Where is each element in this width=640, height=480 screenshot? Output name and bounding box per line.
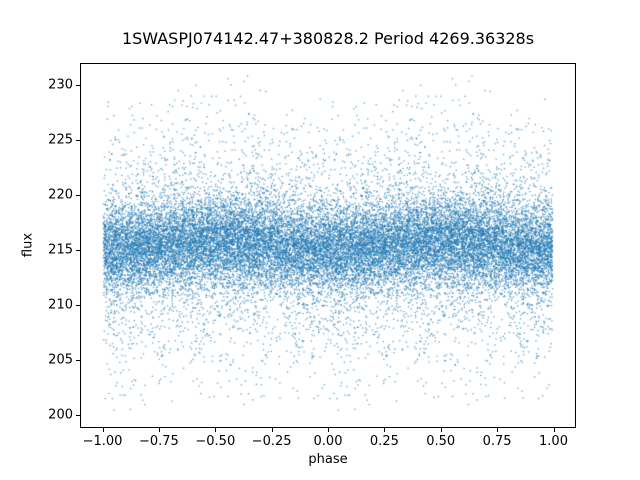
x-tick-label: −0.50 [195,434,236,449]
x-tick-mark [384,428,386,432]
x-tick-label: −0.25 [251,434,292,449]
y-tick-label: 210 [48,297,73,313]
scatter-points-canvas [81,64,575,427]
x-axis-label: phase [308,452,348,467]
y-axis-label: flux [20,232,36,258]
x-tick-mark [271,428,273,432]
y-tick-label: 220 [48,187,73,203]
y-tick-mark [76,85,80,86]
x-tick-label: 1.00 [539,434,568,449]
y-tick-label: 205 [48,352,73,368]
x-tick-label: −0.75 [138,434,179,449]
x-tick-label: 0.25 [369,434,399,449]
y-tick-label: 225 [48,132,73,148]
x-tick-mark [497,428,499,432]
y-tick-mark [76,414,80,416]
chart-title: 1SWASPJ074142.47+380828.2 Period 4269.36… [121,29,535,48]
y-tick-label: 230 [48,77,73,93]
y-tick-mark [76,304,80,306]
y-tick-mark [76,359,80,361]
x-tick-label: 0.75 [482,434,512,449]
x-tick-label: −1.00 [82,434,123,449]
x-tick-label: 0.00 [313,434,343,449]
y-tick-mark [76,194,80,196]
y-tick-label: 200 [48,407,73,423]
y-tick-label: 215 [48,242,73,258]
x-tick-mark [440,428,442,432]
y-tick-mark [76,140,80,141]
x-tick-mark [158,428,160,432]
x-tick-mark [553,428,555,432]
y-tick-mark [76,249,80,251]
x-tick-mark [328,428,329,432]
x-tick-mark [215,428,217,432]
plot-area [80,63,576,428]
x-tick-label: 0.50 [426,434,456,449]
x-tick-mark [102,428,104,432]
